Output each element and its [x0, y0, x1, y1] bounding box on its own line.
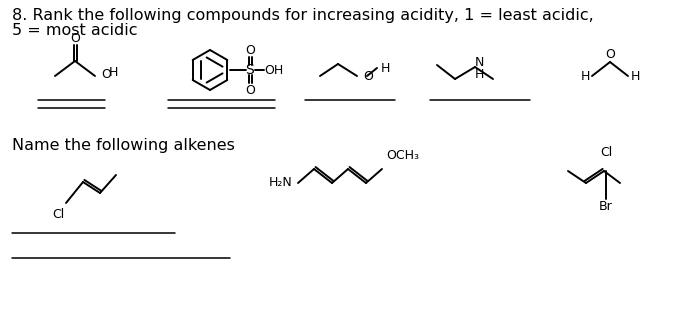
- Text: 8. Rank the following compounds for increasing acidity, 1 = least acidic,: 8. Rank the following compounds for incr…: [12, 8, 594, 23]
- Text: H: H: [475, 69, 484, 81]
- Text: OCH₃: OCH₃: [386, 149, 419, 162]
- Text: Cl: Cl: [52, 208, 64, 222]
- Text: H₂N: H₂N: [268, 177, 292, 189]
- Text: H: H: [381, 61, 391, 74]
- Text: O: O: [245, 84, 255, 96]
- Text: Name the following alkenes: Name the following alkenes: [12, 138, 235, 153]
- Text: H: H: [580, 69, 589, 83]
- Text: Br: Br: [599, 201, 613, 213]
- Text: O: O: [363, 69, 373, 83]
- Text: 5 = most acidic: 5 = most acidic: [12, 23, 137, 38]
- Text: O: O: [605, 48, 615, 60]
- Text: H: H: [630, 69, 640, 83]
- Text: S: S: [246, 63, 254, 77]
- Text: OH: OH: [265, 64, 284, 76]
- Text: O: O: [101, 69, 111, 81]
- Text: H: H: [108, 65, 118, 79]
- Text: Cl: Cl: [600, 146, 612, 160]
- Text: N: N: [475, 55, 484, 69]
- Text: O: O: [245, 44, 255, 57]
- Text: O: O: [70, 32, 80, 44]
